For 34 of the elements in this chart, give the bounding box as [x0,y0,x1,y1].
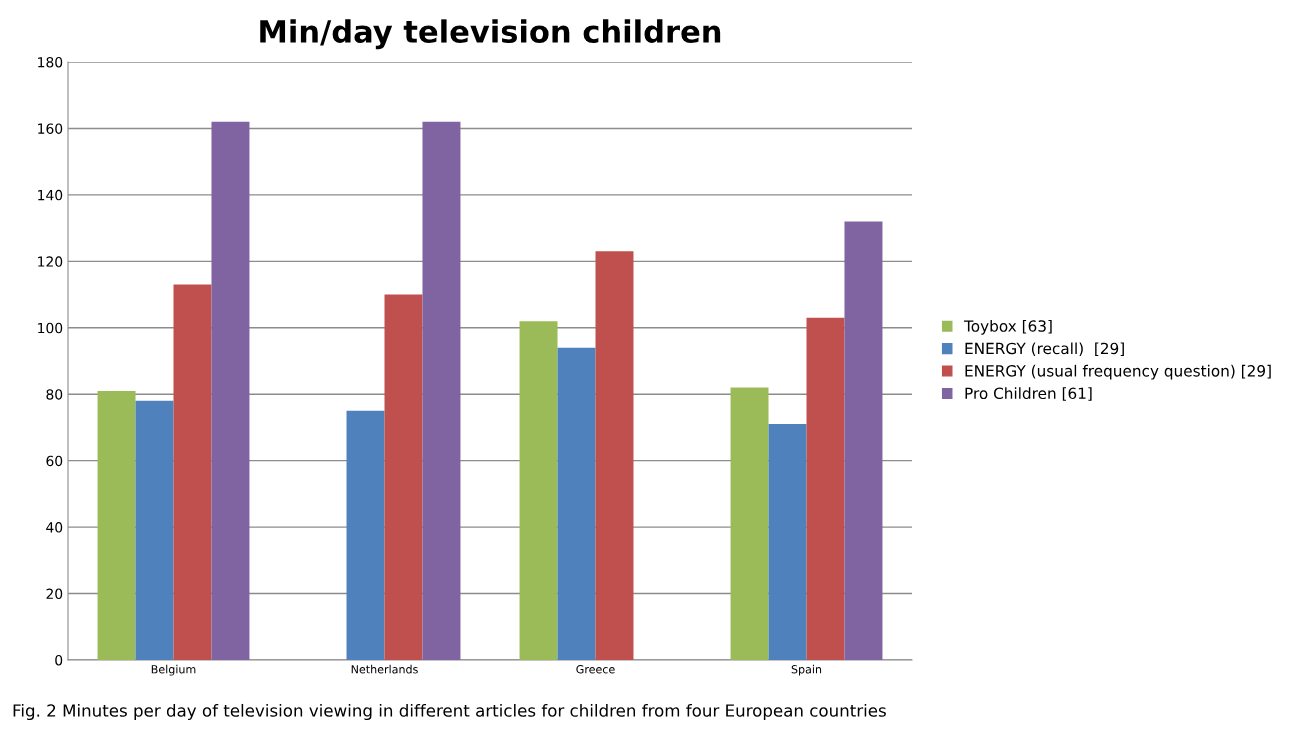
bar [730,387,769,660]
bar [135,400,174,660]
x-tick-label: Netherlands [351,664,418,674]
bar [768,424,807,660]
x-tick-label: Greece [576,665,615,674]
y-tick-label: 20 [46,588,63,600]
legend-label: Pro Children [61] [965,387,1092,401]
y-tick-label: 180 [38,56,63,68]
bar [519,321,558,660]
y-tick-label: 0 [55,654,63,666]
bar [806,317,845,660]
y-tick-label: 160 [38,123,63,134]
bar [595,251,634,660]
x-tick-label: Spain [791,664,822,676]
legend-label: ENERGY (recall) [29] [965,342,1124,357]
y-tick-label: 80 [46,389,63,400]
caption: Fig. 2 Minutes per day of television viewing in different articles for children from four European countries [13,703,886,721]
y-tick-label: 60 [46,455,63,467]
legend-label: Toybox [63] [963,319,1052,335]
bar [97,390,136,660]
legend-label: ENERGY (usual frequency question) [29] [965,364,1271,380]
chart-title: Min/day television children [260,19,721,50]
bar [173,284,212,660]
bar [211,121,250,660]
y-tick-label: 140 [38,189,63,201]
x-tick-label: Belgium [151,664,196,676]
bar [844,221,883,660]
bar [346,410,385,660]
y-tick-label: 100 [38,322,63,334]
bar [557,347,596,660]
bar [422,121,461,660]
y-tick-label: 120 [38,256,63,267]
y-tick-label: 40 [46,522,63,533]
bar [384,294,423,660]
